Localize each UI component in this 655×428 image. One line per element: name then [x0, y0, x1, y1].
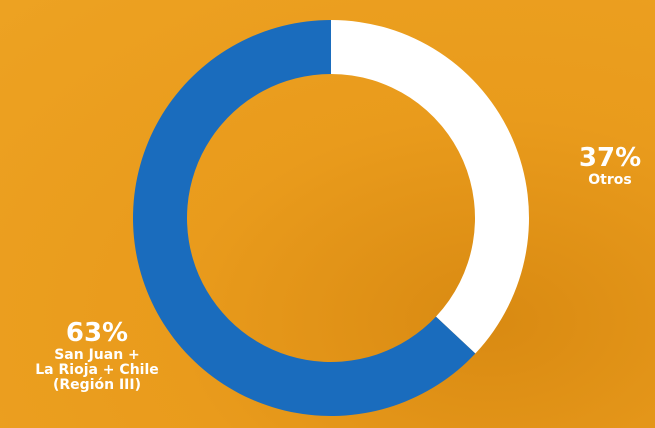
donut-segment — [132, 20, 476, 416]
segment-label: 37% Otros — [579, 143, 641, 188]
category-label: Otros — [588, 172, 632, 188]
category-label: San Juan + La Rioja + Chile (Región III) — [35, 347, 159, 393]
value-label: 63% — [65, 318, 129, 348]
donut-segment — [331, 20, 529, 354]
segment-label: 63% San Juan + La Rioja + Chile (Región I… — [35, 318, 159, 393]
value-label: 37% — [578, 143, 642, 173]
